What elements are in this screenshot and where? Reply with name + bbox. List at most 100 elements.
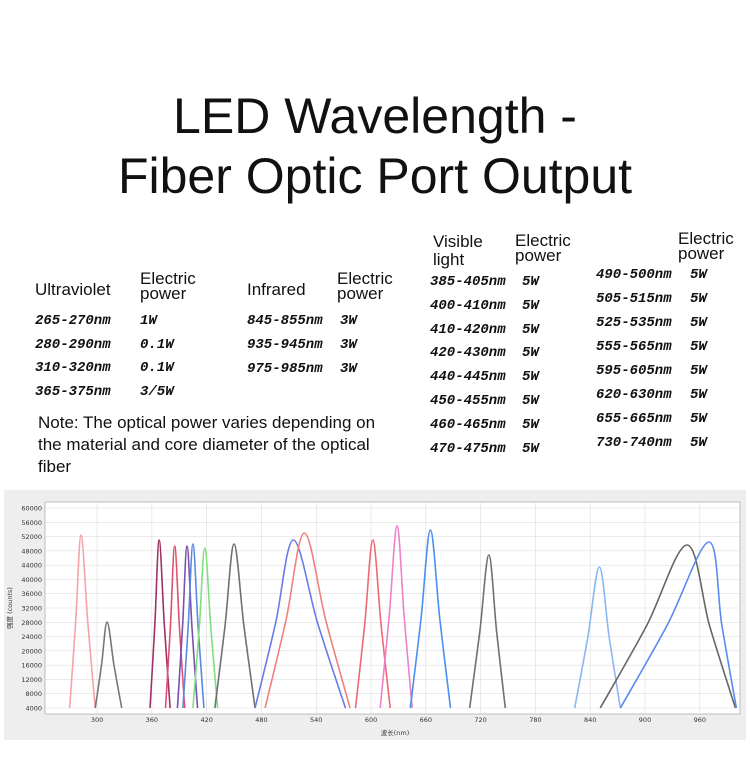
y-tick-label: 4000 [25,705,42,713]
spectrum-line [354,539,392,709]
wavelength: 460-465nm [430,416,506,433]
x-tick-label: 900 [639,716,651,724]
spectrum-line [379,525,413,709]
power: 5W [690,387,707,403]
power: 5W [690,291,707,307]
x-tick-label: 660 [420,716,432,724]
power: 3W [340,313,357,329]
power: 1W [140,313,157,329]
wavelength: 620-630nm [596,387,672,403]
spectrum-line [619,541,738,709]
power: 5W [690,363,707,379]
wavelength: 975-985nm [247,361,323,377]
spectrum-line [599,544,737,709]
y-tick-label: 20000 [21,647,42,655]
power-header: Electric power [140,269,196,303]
x-tick-label: 720 [474,716,486,724]
wavelength: 655-665nm [596,411,672,427]
power: 5W [690,411,707,427]
spectrum-line [176,545,199,709]
y-tick-label: 56000 [21,519,42,527]
x-tick-label: 480 [255,716,267,724]
power: 5W [522,274,539,290]
y-tick-label: 44000 [21,562,42,570]
spectrum-line [573,566,622,709]
wavelength: 845-855nm [247,313,323,329]
x-tick-label: 420 [200,716,212,724]
wavelength: 400-410nm [430,297,506,314]
spectrum-line [409,529,452,709]
spectrum-line [468,554,507,709]
wavelength: 450-455nm [430,393,506,409]
power: 0.1W [140,336,174,353]
wavelength: 280-290nm [35,336,111,353]
x-tick-label: 600 [365,716,377,724]
spectrum-line [214,543,256,709]
power: 5W [522,416,539,433]
power: 5W [690,267,707,283]
power-header: Electric power [515,231,571,265]
power: 5W [522,393,539,409]
spectrum-line [68,534,97,709]
spectrum-line [264,532,351,709]
spectrum-line [192,547,219,709]
power: 5W [522,297,539,314]
wavelength: 420-430nm [430,345,506,362]
wavelength: 440-445nm [430,369,506,386]
wavelength: 265-270nm [35,313,111,329]
spectrum-line [254,539,347,709]
power-header: Electric power [678,229,734,263]
power: 5W [522,321,539,338]
y-tick-label: 36000 [21,590,42,598]
wavelength: 470-475nm [430,440,506,457]
y-tick-label: 48000 [21,547,42,555]
wavelength: 525-535nm [596,315,672,331]
x-tick-label: 540 [310,716,322,724]
wavelength: 410-420nm [430,321,506,338]
wavelength: 385-405nm [430,274,506,290]
power: 5W [522,345,539,362]
power-header: Electric power [337,269,393,303]
y-tick-label: 52000 [21,533,42,541]
y-tick-label: 40000 [21,576,42,584]
x-tick-label: 360 [146,716,158,724]
title-line: Fiber Optic Port Output [117,148,633,204]
x-axis-label: 波长(nm) [381,728,410,737]
wavelength: 730-740nm [596,435,672,451]
spectrum-line [182,543,205,709]
x-tick-label: 840 [584,716,596,724]
table-label: Infrared [247,280,306,299]
y-tick-label: 32000 [21,605,42,613]
spectrum-line [94,621,123,709]
y-tick-label: 24000 [21,633,42,641]
wavelength: 310-320nm [35,360,111,377]
power: 3W [340,361,357,377]
power: 5W [522,369,539,386]
x-tick-label: 960 [694,716,706,724]
note: Note: The optical power varies depending… [38,413,376,476]
wavelength: 555-565nm [596,339,672,355]
x-tick-label: 300 [91,716,103,724]
wavelength: 505-515nm [596,291,672,307]
table-label: Visible light [433,232,483,269]
wavelength: 595-605nm [596,363,672,379]
power: 3/5W [140,384,174,401]
power: 0.1W [140,360,174,377]
table-label: Ultraviolet [35,280,111,299]
y-tick-label: 60000 [21,505,42,513]
title-line: LED Wavelength - [173,88,577,144]
y-tick-label: 12000 [21,676,42,684]
power: 5W [690,315,707,331]
power: 5W [690,339,707,355]
x-tick-label: 780 [529,716,541,724]
spectrum-line [149,539,171,709]
y-tick-label: 28000 [21,619,42,627]
y-tick-label: 16000 [21,662,42,670]
wavelength: 365-375nm [35,384,111,401]
power: 5W [690,435,707,451]
power: 5W [522,440,539,457]
wavelength: 490-500nm [596,267,672,283]
power: 3W [340,337,357,353]
y-axis-label: 强度 (counts) [5,587,14,629]
